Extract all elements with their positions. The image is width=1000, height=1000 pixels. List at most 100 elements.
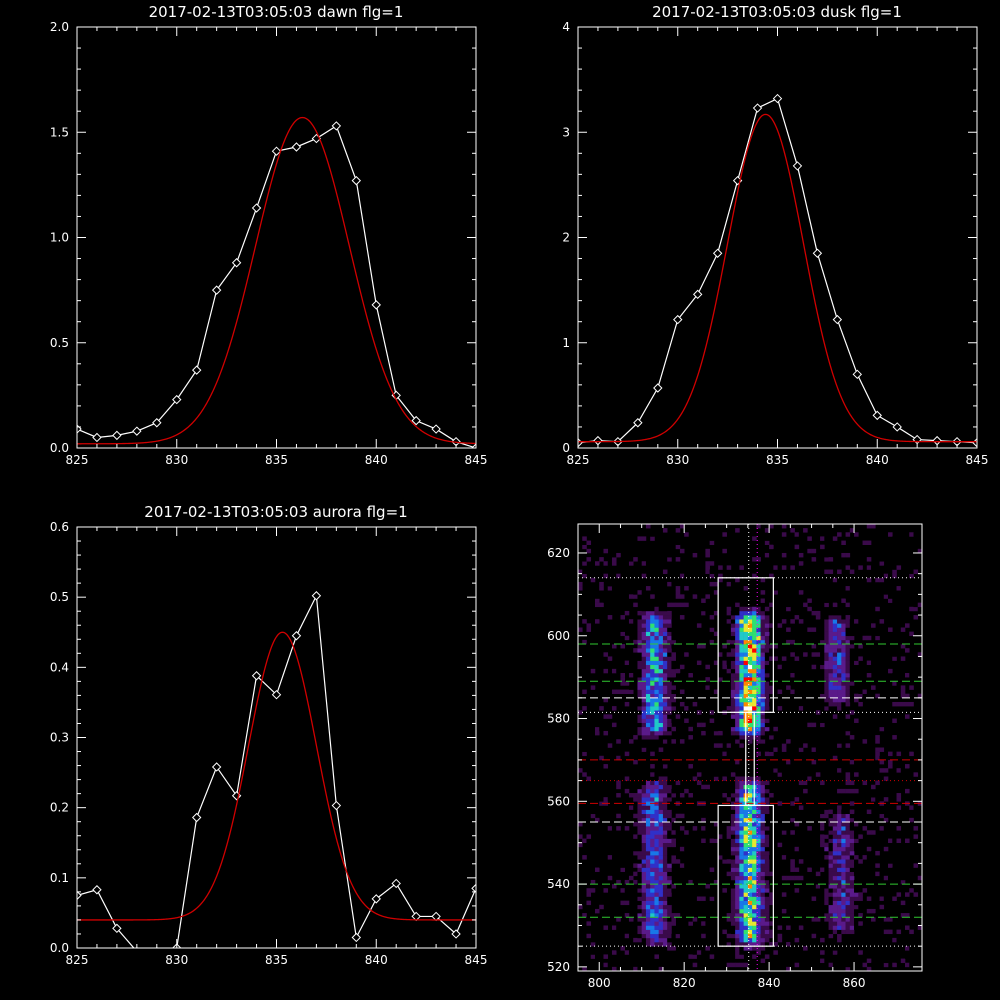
heatmap-cell — [603, 635, 609, 641]
heatmap-cell — [616, 793, 621, 798]
heatmap-cell — [756, 904, 761, 910]
heatmap-cell — [628, 689, 634, 694]
heatmap-cell — [641, 884, 647, 889]
heatmap-cell — [650, 904, 655, 910]
heatmap-cell — [739, 884, 744, 889]
heatmap-cell — [769, 677, 774, 682]
heatmap-cell — [854, 921, 859, 926]
heatmap-cell — [722, 751, 727, 757]
heatmap-cell — [633, 834, 638, 839]
heatmap-cell — [679, 946, 685, 951]
heatmap-cell — [637, 664, 643, 670]
heatmap-cell — [692, 701, 698, 707]
heatmap-cell — [611, 722, 617, 728]
heatmap-cell — [671, 602, 676, 608]
heatmap-cell — [705, 565, 710, 570]
heatmap-cell — [662, 528, 668, 533]
heatmap-cell — [866, 908, 872, 914]
x-tick-label: 840 — [866, 453, 889, 467]
heatmap-cell — [658, 747, 664, 752]
heatmap-cell — [671, 639, 676, 645]
heatmap-cell — [696, 648, 702, 653]
heatmap-cell — [628, 639, 634, 645]
heatmap-cell — [764, 644, 770, 649]
heatmap-cell — [837, 648, 842, 653]
heatmap-cell — [739, 631, 744, 637]
heatmap-cell — [701, 921, 706, 926]
heatmap-cell — [892, 735, 897, 740]
heatmap-cell — [815, 615, 821, 620]
heatmap-cell — [917, 644, 923, 649]
heatmap-cell — [828, 689, 834, 694]
heatmap-cell — [675, 780, 681, 786]
heatmap-cell — [730, 830, 736, 835]
heatmap-cell — [862, 888, 868, 893]
heatmap-cell — [752, 826, 757, 831]
heatmap-cell — [590, 958, 596, 964]
heatmap-cell — [756, 962, 761, 968]
heatmap-cell — [883, 913, 889, 918]
heatmap-cell — [611, 552, 617, 558]
heatmap-cell — [599, 586, 604, 591]
heatmap-cell — [820, 619, 825, 624]
heatmap-cell — [849, 817, 855, 823]
heatmap-cell — [730, 627, 736, 632]
heatmap-cell — [603, 871, 609, 877]
heatmap-cell — [849, 586, 855, 591]
heatmap-cell — [752, 933, 757, 939]
heatmap-cell — [654, 937, 659, 943]
heatmap-cell — [735, 888, 740, 893]
heatmap-cell — [637, 846, 643, 852]
data-point — [291, 142, 302, 152]
heatmap-cell — [718, 859, 723, 864]
heatmap-cell — [735, 648, 740, 653]
heatmap-cell — [654, 929, 659, 935]
heatmap-cell — [824, 871, 829, 877]
heatmap-cell — [641, 701, 647, 707]
heatmap-cell — [888, 838, 893, 843]
heatmap-cell — [879, 759, 885, 765]
heatmap-cell — [760, 577, 766, 583]
heatmap-cell — [641, 710, 647, 715]
heatmap-cell — [633, 735, 638, 740]
heatmap-cell — [599, 540, 604, 545]
heatmap-cell — [824, 693, 829, 699]
heatmap-cell — [769, 594, 774, 599]
heatmap-cell — [747, 826, 753, 831]
heatmap-cell — [892, 884, 897, 889]
heatmap-cell — [862, 826, 868, 831]
heatmap-cell — [807, 867, 812, 872]
heatmap-cell — [866, 524, 872, 529]
heatmap-cell — [713, 879, 719, 885]
heatmap-cell — [820, 850, 825, 856]
heatmap-cell — [599, 706, 604, 711]
heatmap-cell — [837, 673, 842, 678]
heatmap-cell — [905, 548, 910, 554]
heatmap-cell — [760, 714, 766, 719]
heatmap-cell — [578, 888, 583, 893]
heatmap-cell — [837, 668, 842, 674]
x-tick-label: 830 — [666, 453, 689, 467]
heatmap-cell — [837, 954, 842, 959]
heatmap-cell — [662, 726, 668, 732]
heatmap-cell — [667, 602, 672, 608]
heatmap-cell — [722, 548, 727, 554]
heatmap-cell — [611, 660, 617, 666]
heatmap-cell — [841, 867, 846, 872]
heatmap-cell — [760, 875, 766, 881]
heatmap-cell — [739, 917, 744, 922]
heatmap-cell — [637, 701, 643, 707]
heatmap-cell — [837, 557, 842, 562]
heatmap-cell — [764, 917, 770, 922]
heatmap-cell — [760, 598, 766, 603]
heatmap-cell — [735, 610, 740, 616]
heatmap-cell — [845, 780, 851, 786]
heatmap-cell — [645, 879, 651, 885]
heatmap-cell — [743, 842, 749, 848]
heatmap-cell — [760, 793, 766, 798]
heatmap-cell — [803, 730, 808, 736]
heatmap-cell — [645, 797, 651, 802]
heatmap-cell — [616, 925, 621, 930]
heatmap-cell — [841, 664, 846, 670]
heatmap-cell — [688, 561, 693, 566]
